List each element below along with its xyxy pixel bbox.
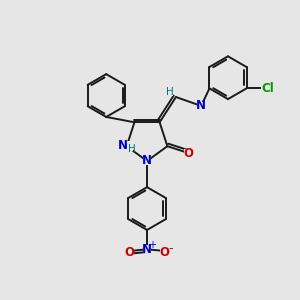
Text: +: +	[148, 239, 156, 250]
Text: N: N	[142, 243, 152, 256]
FancyBboxPatch shape	[125, 248, 134, 256]
FancyBboxPatch shape	[184, 149, 193, 157]
Text: O: O	[160, 246, 170, 259]
Text: Cl: Cl	[261, 82, 274, 95]
FancyBboxPatch shape	[160, 248, 169, 256]
Text: O: O	[184, 147, 194, 160]
Text: N: N	[142, 154, 152, 167]
FancyBboxPatch shape	[261, 84, 274, 93]
FancyBboxPatch shape	[117, 142, 134, 151]
Text: H: H	[166, 87, 173, 97]
FancyBboxPatch shape	[142, 157, 152, 165]
Text: N: N	[196, 99, 206, 112]
FancyBboxPatch shape	[197, 102, 206, 110]
FancyBboxPatch shape	[164, 89, 173, 96]
Text: -: -	[169, 242, 173, 255]
Text: N: N	[118, 140, 128, 152]
FancyBboxPatch shape	[142, 245, 152, 254]
Text: O: O	[124, 246, 134, 259]
Text: H: H	[128, 144, 136, 154]
